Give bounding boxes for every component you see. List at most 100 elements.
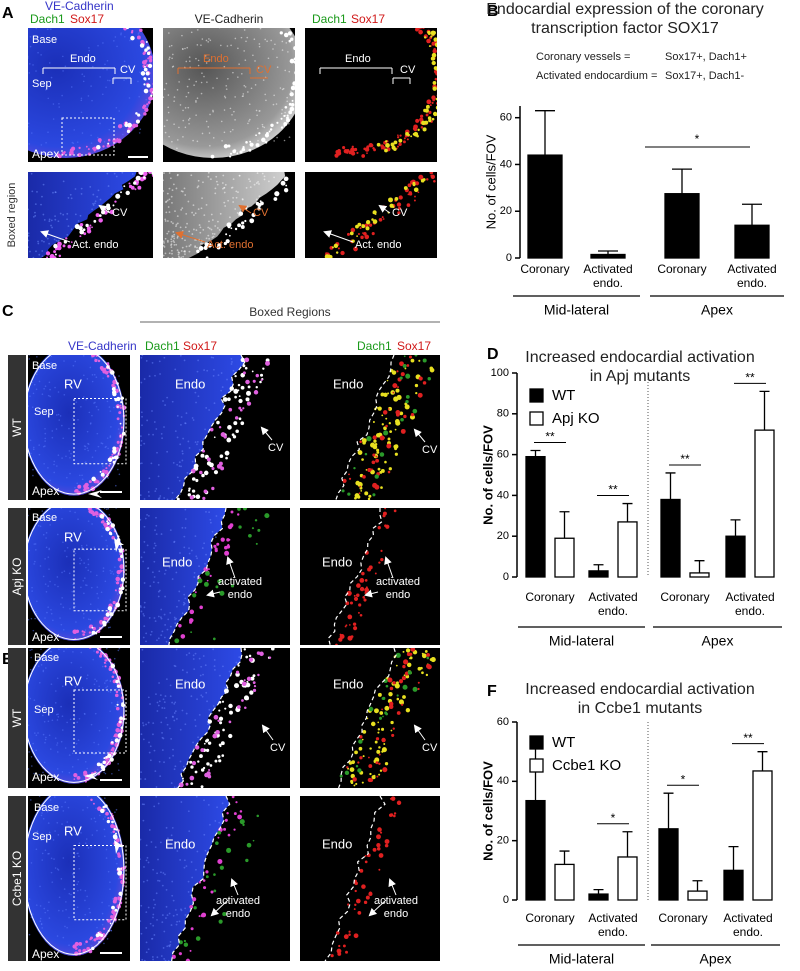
texture bbox=[45, 739, 47, 741]
texture bbox=[148, 495, 150, 497]
texture bbox=[282, 49, 284, 51]
texture bbox=[191, 877, 193, 879]
texture bbox=[46, 546, 48, 548]
texture bbox=[94, 357, 96, 359]
texture bbox=[218, 374, 220, 376]
cell bbox=[420, 115, 423, 118]
cell bbox=[184, 940, 186, 942]
image-label: Endo bbox=[322, 554, 352, 569]
cell bbox=[296, 63, 299, 66]
texture bbox=[98, 446, 100, 448]
y-tick-label: 20 bbox=[497, 530, 509, 542]
texture bbox=[189, 251, 191, 253]
texture bbox=[43, 908, 45, 910]
texture bbox=[96, 406, 98, 408]
texture bbox=[189, 245, 191, 247]
cell bbox=[97, 762, 101, 766]
texture bbox=[110, 680, 112, 682]
texture bbox=[172, 11, 174, 13]
texture bbox=[148, 948, 150, 950]
cell bbox=[82, 633, 85, 636]
texture bbox=[105, 580, 107, 582]
cell bbox=[116, 138, 118, 140]
texture bbox=[167, 499, 169, 501]
cell bbox=[439, 95, 443, 99]
row-label: WT bbox=[10, 418, 24, 437]
texture bbox=[286, 100, 288, 102]
texture bbox=[60, 415, 62, 417]
texture bbox=[42, 255, 44, 257]
texture bbox=[22, 78, 24, 80]
cell bbox=[437, 180, 439, 182]
texture bbox=[88, 47, 90, 49]
texture bbox=[173, 238, 175, 240]
texture bbox=[273, 140, 275, 142]
cell bbox=[416, 135, 419, 138]
texture bbox=[163, 958, 165, 960]
cell bbox=[218, 710, 220, 712]
texture bbox=[80, 587, 82, 589]
texture bbox=[91, 724, 93, 726]
texture bbox=[94, 679, 96, 681]
image-label: activated endo bbox=[368, 895, 424, 920]
texture bbox=[186, 713, 188, 715]
cell bbox=[381, 728, 384, 731]
cell bbox=[226, 438, 231, 443]
texture bbox=[158, 475, 160, 477]
texture bbox=[69, 893, 71, 895]
texture bbox=[117, 701, 119, 703]
texture bbox=[60, 603, 62, 605]
texture bbox=[173, 915, 175, 917]
cell bbox=[148, 170, 152, 174]
cell bbox=[361, 572, 364, 575]
texture bbox=[170, 626, 172, 628]
texture bbox=[146, 514, 148, 516]
texture bbox=[180, 424, 182, 426]
texture bbox=[114, 79, 116, 81]
texture bbox=[32, 475, 34, 477]
texture bbox=[148, 742, 150, 744]
cell bbox=[443, 79, 446, 82]
cell bbox=[351, 781, 354, 784]
texture bbox=[53, 472, 55, 474]
cell bbox=[206, 749, 209, 752]
cell bbox=[354, 882, 357, 885]
cell bbox=[118, 124, 122, 128]
texture bbox=[112, 898, 114, 900]
cell bbox=[233, 435, 236, 438]
cell bbox=[201, 785, 204, 788]
image-label: Endo bbox=[203, 53, 229, 65]
texture bbox=[252, 7, 254, 9]
cell bbox=[379, 218, 383, 222]
texture bbox=[92, 456, 94, 458]
texture bbox=[90, 367, 92, 369]
cell bbox=[289, 103, 292, 106]
texture bbox=[41, 859, 43, 861]
texture bbox=[150, 745, 152, 747]
cell bbox=[96, 213, 100, 217]
cell bbox=[174, 638, 179, 643]
cell bbox=[375, 761, 378, 764]
error-bar bbox=[731, 520, 741, 536]
cell bbox=[89, 480, 92, 483]
cell bbox=[233, 389, 238, 394]
texture bbox=[189, 56, 191, 58]
cell bbox=[375, 573, 377, 575]
texture bbox=[264, 127, 266, 129]
cell bbox=[73, 778, 75, 780]
texture bbox=[54, 239, 56, 241]
texture bbox=[95, 200, 97, 202]
texture bbox=[102, 666, 104, 668]
cell bbox=[235, 228, 237, 230]
texture bbox=[154, 617, 156, 619]
texture bbox=[191, 31, 193, 33]
image-label: Base bbox=[32, 512, 57, 524]
texture bbox=[154, 542, 156, 544]
texture bbox=[104, 505, 106, 507]
cell bbox=[229, 711, 233, 715]
texture bbox=[30, 657, 32, 659]
texture bbox=[172, 66, 174, 68]
texture bbox=[182, 453, 184, 455]
texture bbox=[147, 857, 149, 859]
cell bbox=[424, 36, 426, 38]
